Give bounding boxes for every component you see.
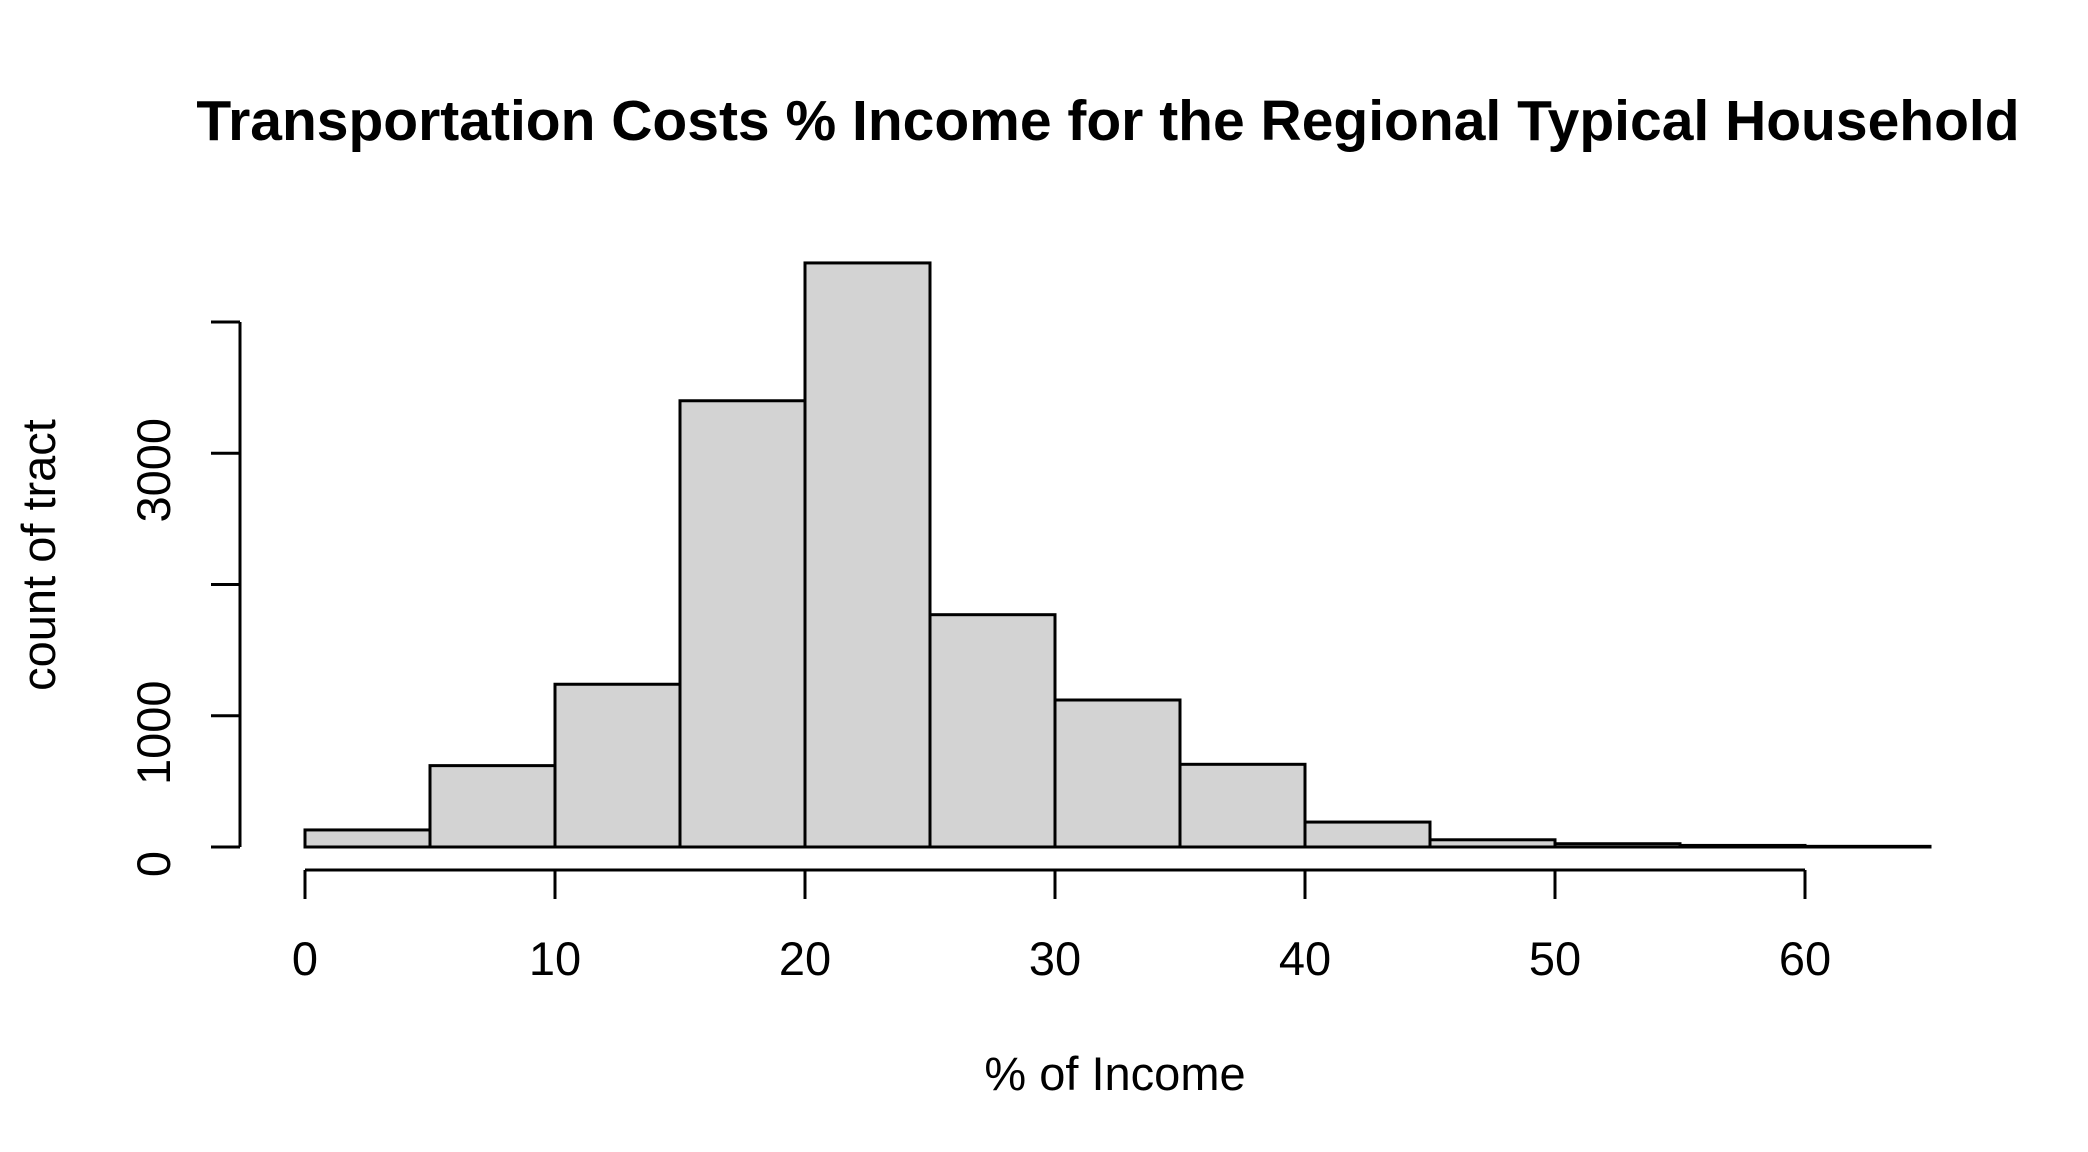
y-tick-label: 0	[127, 851, 180, 877]
histogram-bars	[303, 261, 1932, 849]
histogram-bar	[678, 399, 807, 849]
histogram-bar	[1053, 698, 1182, 849]
histogram-bar	[553, 682, 682, 849]
x-tick-label: 20	[779, 932, 831, 985]
x-tick-label: 40	[1279, 932, 1331, 985]
histogram-bar	[1303, 820, 1432, 849]
x-tick-label: 30	[1029, 932, 1081, 985]
y-tick-label: 1000	[127, 680, 180, 785]
histogram-bar	[803, 261, 932, 849]
y-tick-label: 3000	[127, 418, 180, 523]
y-axis-label: count of tract	[12, 419, 65, 691]
histogram-bar	[1178, 762, 1307, 849]
y-axis: 0 1000 3000	[127, 320, 242, 877]
x-tick-label: 0	[292, 932, 318, 985]
x-axis-label: % of Income	[984, 1047, 1245, 1100]
x-tick-label: 60	[1779, 932, 1831, 985]
histogram-bar	[428, 764, 557, 849]
x-tick-label: 50	[1529, 932, 1581, 985]
x-axis: 0 10 20 30 40 50 60	[292, 868, 1831, 985]
chart-title: Transportation Costs % Income for the Re…	[196, 89, 2019, 153]
x-tick-label: 10	[529, 932, 581, 985]
histogram-bar	[928, 613, 1057, 849]
histogram-bar	[303, 828, 432, 849]
